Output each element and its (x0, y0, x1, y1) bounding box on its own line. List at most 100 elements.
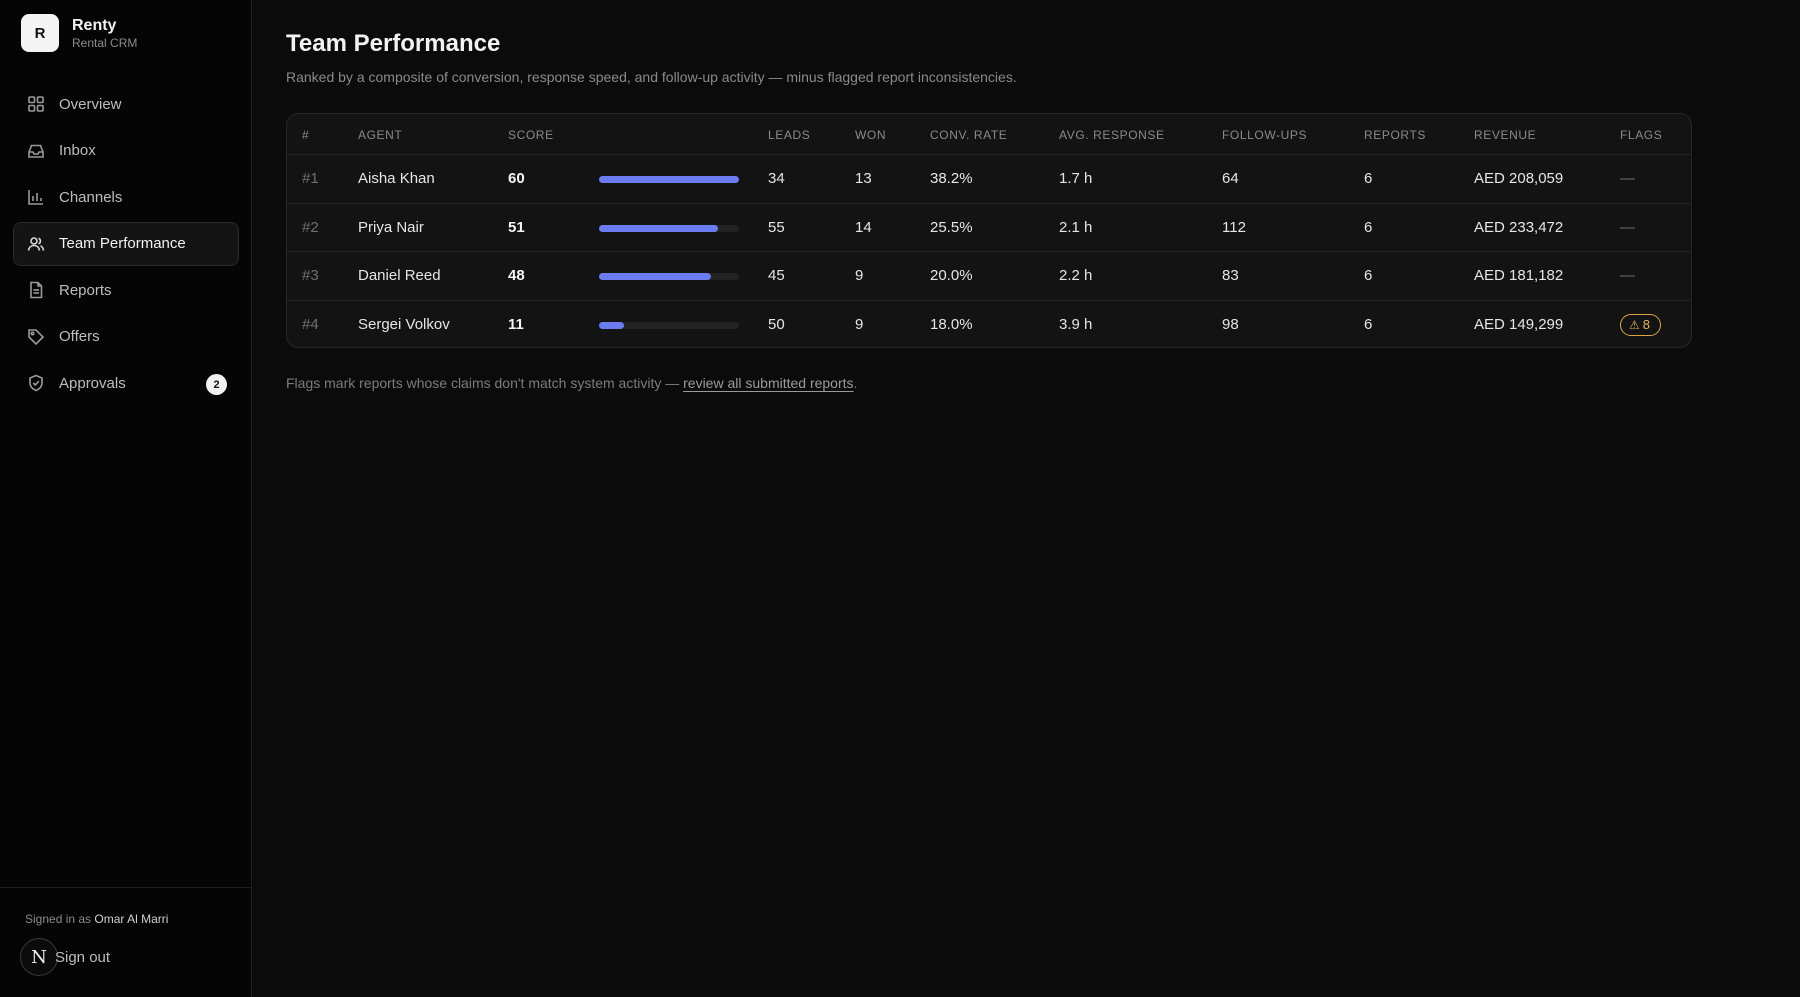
bar-chart-icon (27, 188, 45, 206)
score-bar-fill (599, 176, 739, 183)
follow-ups-cell: 112 (1222, 218, 1246, 236)
column-header-revenue[interactable]: REVENUE (1474, 128, 1537, 142)
follow-ups-cell: 98 (1222, 315, 1239, 333)
table-row[interactable]: #3 Daniel Reed 48 45 9 20.0% 2.2 h 83 6 … (287, 252, 1691, 301)
sidebar-item-approvals[interactable]: Approvals 2 (13, 361, 239, 405)
sign-out-button[interactable]: N Sign out (20, 938, 110, 976)
revenue-cell: AED 181,182 (1474, 267, 1564, 284)
avg-response-cell: 1.7 h (1059, 170, 1093, 187)
revenue-cell: AED 149,299 (1474, 315, 1564, 333)
score-value: 11 (508, 315, 524, 333)
conv-rate-cell: 18.0% (930, 315, 973, 333)
agent-name[interactable]: Daniel Reed (358, 267, 441, 284)
grid-icon (27, 95, 45, 113)
score-value: 60 (508, 170, 525, 187)
reports-cell: 6 (1364, 218, 1373, 236)
brand-subtitle: Rental CRM (72, 35, 138, 50)
won-cell: 9 (855, 315, 864, 333)
team-performance-table: # AGENT SCORE LEADS WON CONV. RATE AVG. … (286, 113, 1692, 348)
flags-cell: — (1620, 267, 1635, 284)
warning-icon: ⚠ (1629, 317, 1640, 332)
leads-cell: 55 (768, 218, 785, 236)
sidebar-footer: Signed in as Omar Al Marri N Sign out (0, 887, 252, 997)
sidebar-item-reports[interactable]: Reports (13, 268, 239, 312)
brand-logo: R (21, 14, 59, 52)
reports-cell: 6 (1364, 170, 1373, 187)
score-bar-fill (599, 321, 625, 329)
sidebar-item-team-performance[interactable]: Team Performance (13, 221, 239, 266)
flag-count: 8 (1642, 317, 1650, 332)
conv-rate-cell: 25.5% (930, 218, 973, 236)
document-icon (27, 281, 45, 299)
shield-check-icon (27, 374, 45, 392)
score-value: 48 (508, 267, 525, 284)
score-bar-fill (599, 273, 711, 280)
flags-cell: — (1620, 218, 1635, 236)
sidebar-item-inbox[interactable]: Inbox (13, 129, 239, 173)
table-row[interactable]: #1 Aisha Khan 60 34 13 38.2% 1.7 h 64 6 … (287, 155, 1691, 204)
column-header-reports[interactable]: REPORTS (1364, 128, 1426, 142)
sidebar-item-label: Channels (59, 188, 123, 206)
inbox-icon (27, 142, 45, 160)
sidebar-item-label: Reports (59, 281, 112, 299)
column-header-avg-response[interactable]: AVG. RESPONSE (1059, 128, 1165, 142)
sidebar-item-offers[interactable]: Offers (13, 315, 239, 359)
conv-rate-cell: 20.0% (930, 267, 973, 284)
reports-cell: 6 (1364, 315, 1373, 333)
score-value: 51 (508, 218, 525, 236)
tag-icon (27, 328, 45, 346)
column-header-conv-rate[interactable]: CONV. RATE (930, 128, 1008, 142)
sidebar-item-label: Team Performance (59, 235, 186, 252)
avg-response-cell: 3.9 h (1059, 315, 1093, 333)
flags-cell: — (1620, 170, 1635, 187)
review-reports-link[interactable]: review all submitted reports (683, 375, 854, 391)
column-header-score[interactable]: SCORE (508, 128, 554, 142)
score-bar (599, 176, 739, 183)
sign-out-label: Sign out (55, 948, 111, 966)
conv-rate-cell: 38.2% (930, 170, 973, 187)
agent-name[interactable]: Sergei Volkov (358, 315, 450, 333)
column-header-flags[interactable]: FLAGS (1620, 128, 1663, 142)
column-header-agent[interactable]: AGENT (358, 128, 403, 142)
rank-cell: #1 (302, 170, 319, 187)
brand-name: Renty (72, 16, 117, 34)
sidebar-item-label: Offers (59, 328, 100, 345)
sidebar-item-overview[interactable]: Overview (13, 82, 239, 126)
signed-in-text: Signed in as Omar Al Marri (25, 912, 168, 926)
score-bar (599, 321, 739, 329)
avg-response-cell: 2.1 h (1059, 218, 1093, 236)
signed-in-prefix: Signed in as (25, 912, 92, 926)
footnote-text: Flags mark reports whose claims don't ma… (286, 375, 680, 391)
approvals-count-badge: 2 (206, 374, 227, 395)
column-header-won[interactable]: WON (855, 128, 887, 142)
avg-response-cell: 2.2 h (1059, 267, 1093, 284)
signed-in-user: Omar Al Marri (94, 912, 169, 926)
sidebar-nav: Overview Inbox Channels Team Performance… (13, 82, 239, 408)
footnote-suffix: . (853, 375, 858, 391)
leads-cell: 45 (768, 267, 785, 284)
flag-warning-badge[interactable]: ⚠ 8 (1620, 313, 1661, 336)
table-row[interactable]: #2 Priya Nair 51 55 14 25.5% 2.1 h 112 6… (287, 204, 1691, 252)
brand[interactable]: R Renty Rental CRM (21, 14, 137, 52)
agent-name[interactable]: Priya Nair (358, 218, 424, 236)
agent-name[interactable]: Aisha Khan (358, 170, 435, 187)
score-bar (599, 273, 739, 280)
leads-cell: 50 (768, 315, 785, 333)
column-header-leads[interactable]: LEADS (768, 128, 811, 142)
follow-ups-cell: 83 (1222, 267, 1239, 284)
reports-cell: 6 (1364, 267, 1373, 284)
column-header-follow-ups[interactable]: FOLLOW-UPS (1222, 128, 1308, 142)
avatar: N (20, 938, 58, 976)
score-bar-fill (599, 224, 718, 232)
rank-cell: #2 (302, 218, 319, 236)
page-title: Team Performance (286, 30, 501, 57)
sidebar-item-label: Inbox (59, 142, 96, 159)
table-row[interactable]: #4 Sergei Volkov 11 50 9 18.0% 3.9 h 98 … (287, 301, 1691, 348)
sidebar-item-channels[interactable]: Channels (13, 175, 239, 219)
won-cell: 13 (855, 170, 872, 187)
won-cell: 9 (855, 267, 864, 284)
footnote: Flags mark reports whose claims don't ma… (286, 375, 857, 391)
page-subtitle: Ranked by a composite of conversion, res… (286, 69, 1017, 85)
column-header-rank: # (302, 128, 310, 142)
users-icon (27, 235, 45, 253)
